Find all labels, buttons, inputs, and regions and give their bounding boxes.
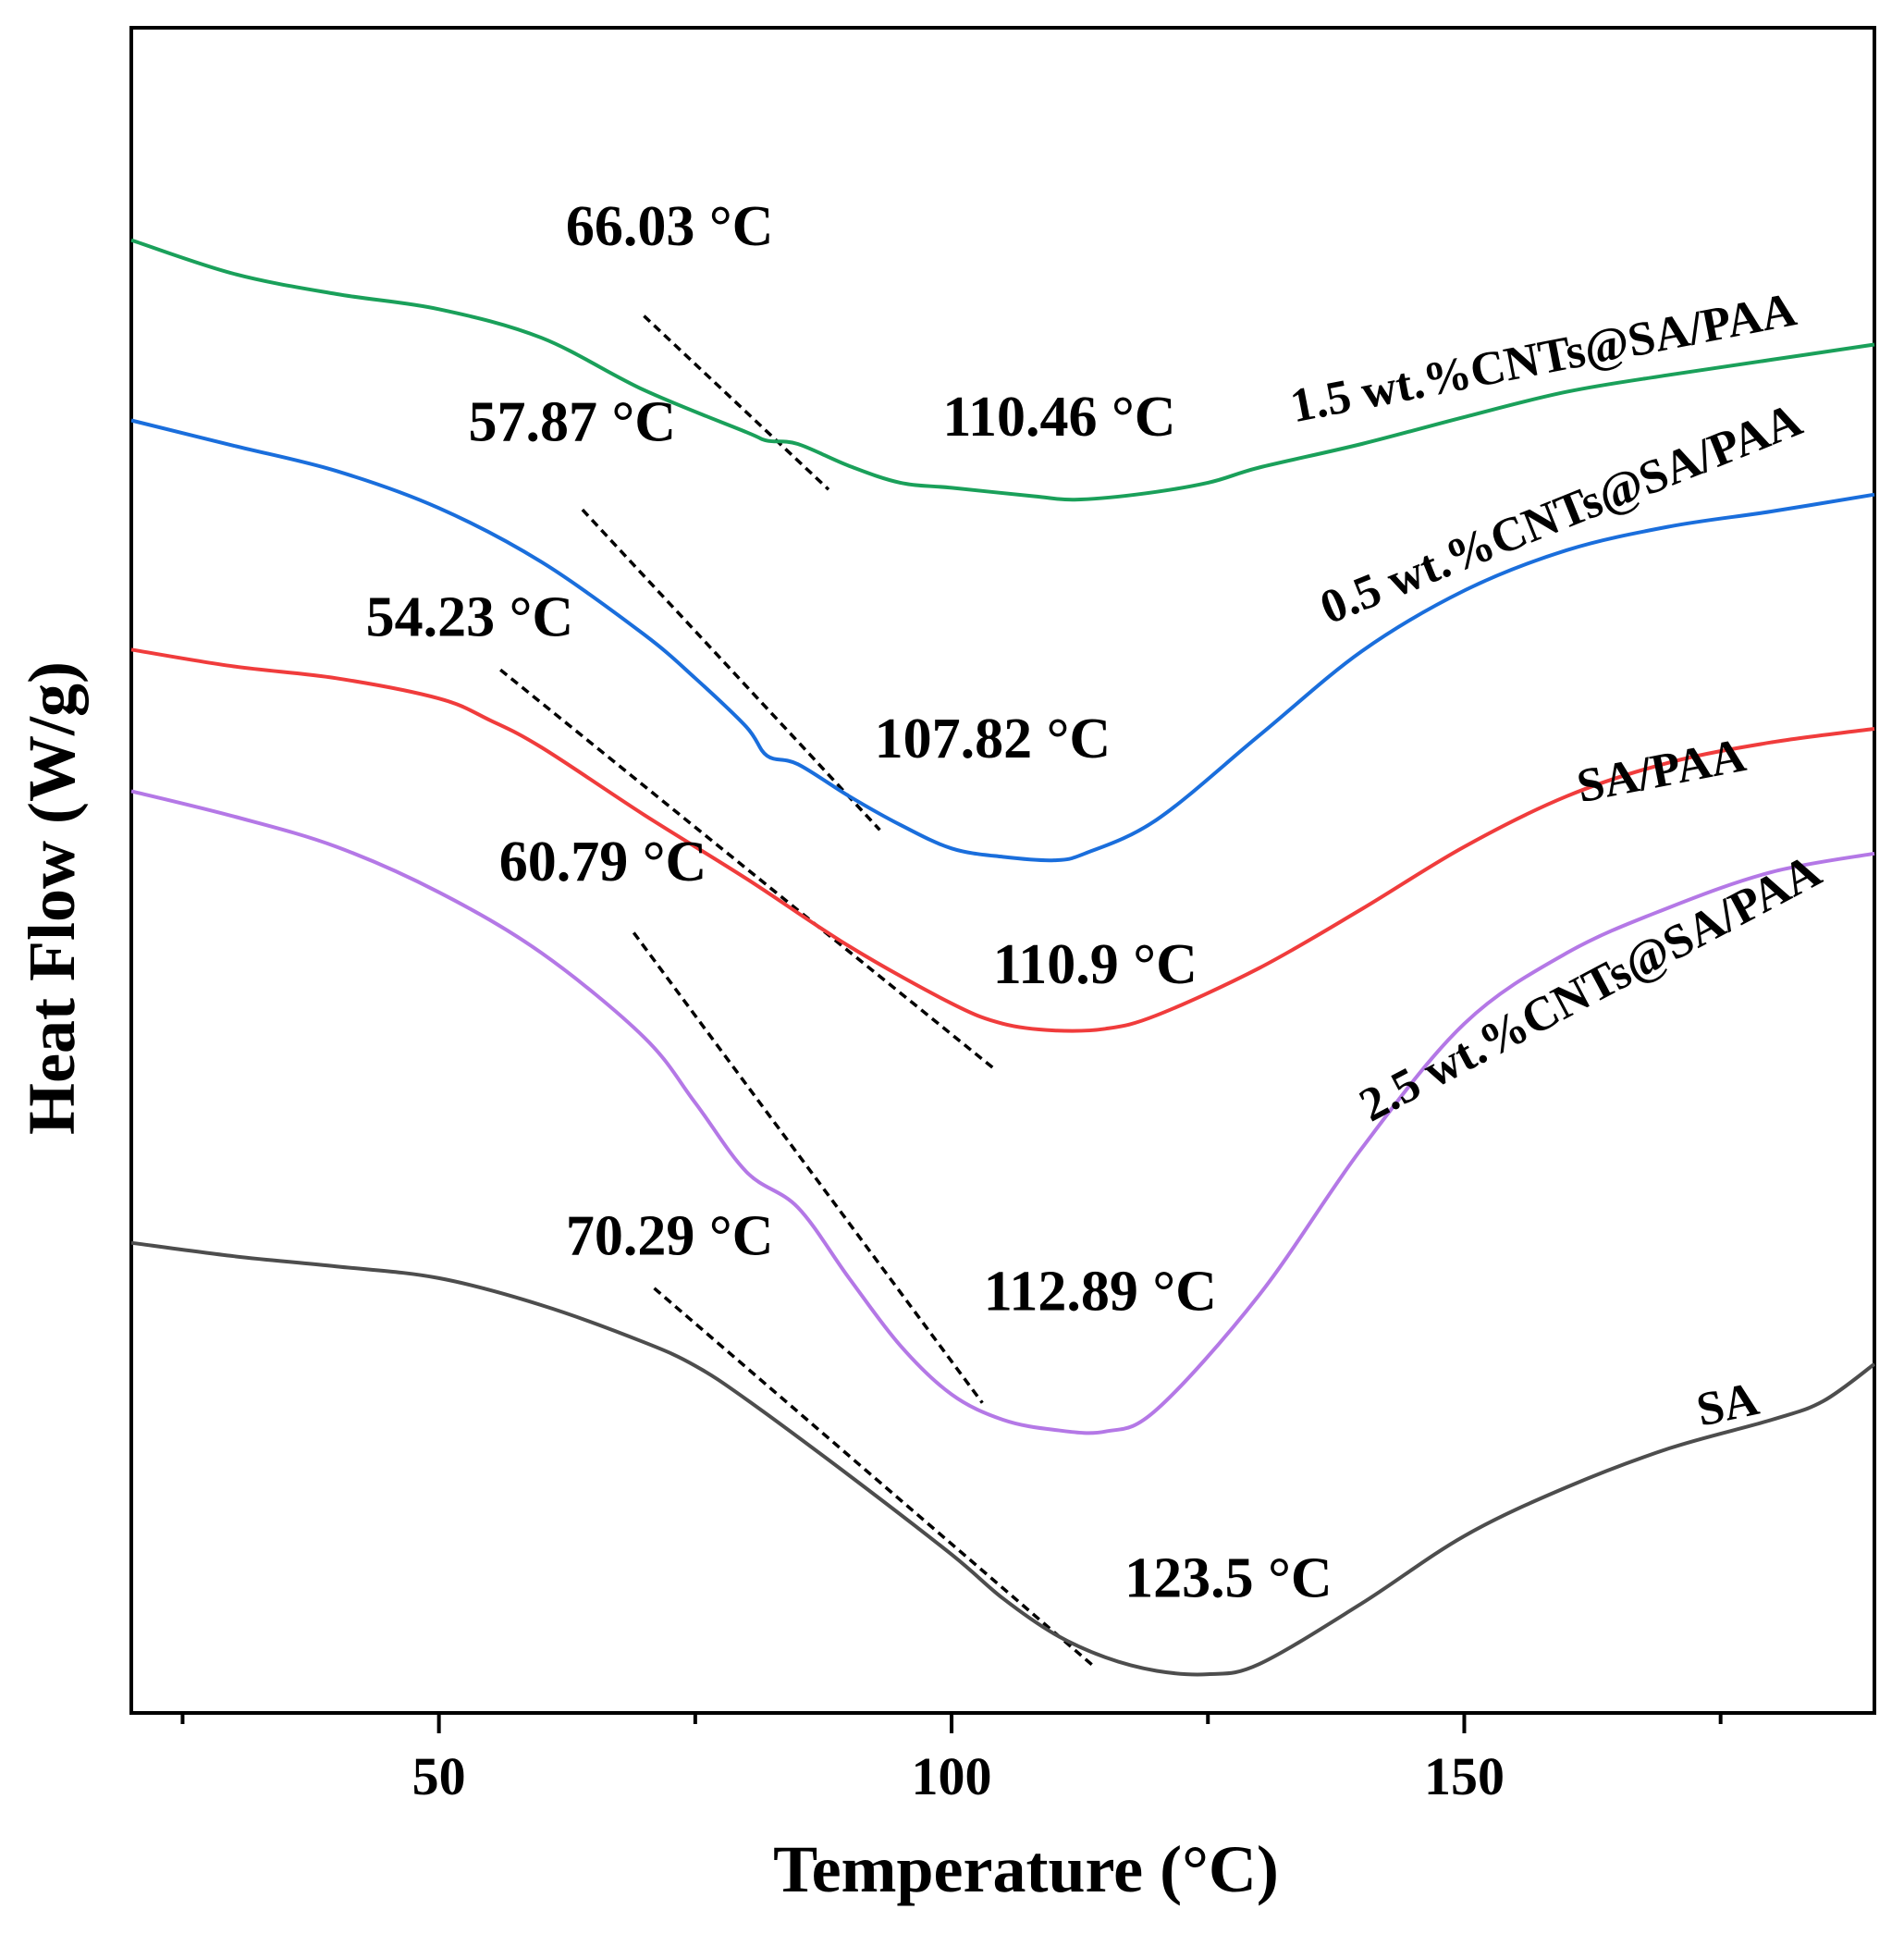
x-tick-label: 150	[1424, 1746, 1505, 1806]
temperature-annotation: 112.89 °C	[984, 1261, 1217, 1324]
tangent-line	[643, 314, 830, 491]
series-label: SA	[1692, 1373, 1763, 1437]
series-line	[130, 418, 1875, 863]
annotations: 66.03 °C 110.46 °C 57.87 °C 107.82 °C 54.23 …	[366, 195, 1333, 1609]
tangent-line	[632, 931, 984, 1404]
temperature-annotation: 66.03 °C	[566, 195, 774, 258]
temperature-annotation: 110.46 °C	[942, 386, 1175, 449]
temperature-annotation: 57.87 °C	[469, 390, 677, 453]
x-tick-label: 100	[912, 1746, 992, 1806]
temperature-annotation: 60.79 °C	[499, 831, 707, 893]
series-label: SA/PAA	[1573, 729, 1750, 813]
series-label: 2.5 wt.%CNTs@SA/PAA	[1351, 844, 1830, 1132]
temperature-annotation: 123.5 °C	[1124, 1546, 1333, 1609]
series-line	[130, 238, 1875, 502]
x-axis-title: Temperature (°C)	[773, 1832, 1279, 1906]
axes: 50 100 150	[129, 26, 1876, 1806]
tangent-line	[581, 508, 881, 831]
series-label: 0.5 wt.%CNTs@SA/PAA	[1313, 393, 1810, 634]
temperature-annotation: 70.29 °C	[566, 1204, 774, 1267]
series-label: 1.5 wt.%CNTs@SA/PAA	[1286, 283, 1801, 433]
temperature-annotation: 107.82 °C	[875, 708, 1112, 770]
y-axis-title: Heat Flow (W/g)	[15, 661, 89, 1135]
tangent-line	[653, 1287, 1097, 1669]
tangent-lines	[499, 314, 1097, 1669]
x-tick-label: 50	[412, 1746, 466, 1806]
series-line	[130, 1240, 1876, 1677]
temperature-annotation: 54.23 °C	[366, 586, 574, 649]
temperature-annotation: 110.9 °C	[993, 933, 1198, 996]
tangent-line	[499, 668, 994, 1069]
series-line	[130, 789, 1875, 1435]
plot-frame	[129, 26, 1876, 1715]
series-curves	[130, 238, 1876, 1677]
series-line	[130, 647, 1875, 1033]
